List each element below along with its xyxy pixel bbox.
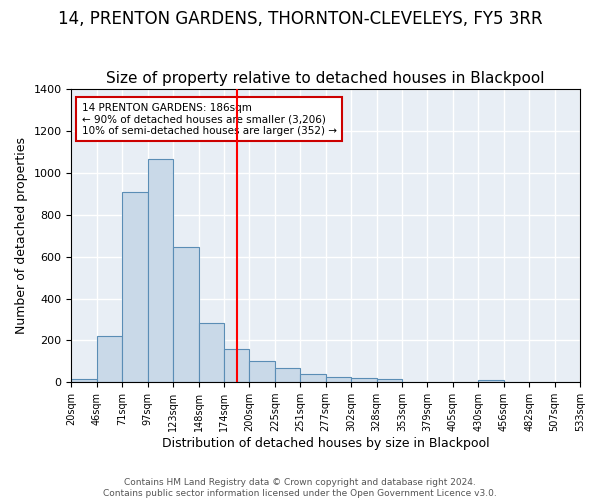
Bar <box>326 377 351 382</box>
Y-axis label: Number of detached properties: Number of detached properties <box>15 138 28 334</box>
X-axis label: Distribution of detached houses by size in Blackpool: Distribution of detached houses by size … <box>162 437 490 450</box>
Bar <box>173 246 199 382</box>
Bar <box>97 336 122 382</box>
Bar <box>377 379 402 382</box>
Bar <box>122 192 148 382</box>
Text: 14 PRENTON GARDENS: 186sqm
← 90% of detached houses are smaller (3,206)
10% of s: 14 PRENTON GARDENS: 186sqm ← 90% of deta… <box>82 102 337 136</box>
Bar <box>148 159 173 382</box>
Title: Size of property relative to detached houses in Blackpool: Size of property relative to detached ho… <box>106 70 545 86</box>
Bar <box>300 374 326 382</box>
Bar <box>351 378 377 382</box>
Bar <box>275 368 300 382</box>
Bar <box>478 380 504 382</box>
Text: 14, PRENTON GARDENS, THORNTON-CLEVELEYS, FY5 3RR: 14, PRENTON GARDENS, THORNTON-CLEVELEYS,… <box>58 10 542 28</box>
Bar <box>71 378 97 382</box>
Bar <box>250 360 275 382</box>
Text: Contains HM Land Registry data © Crown copyright and database right 2024.
Contai: Contains HM Land Registry data © Crown c… <box>103 478 497 498</box>
Bar <box>199 322 224 382</box>
Bar <box>224 349 250 382</box>
